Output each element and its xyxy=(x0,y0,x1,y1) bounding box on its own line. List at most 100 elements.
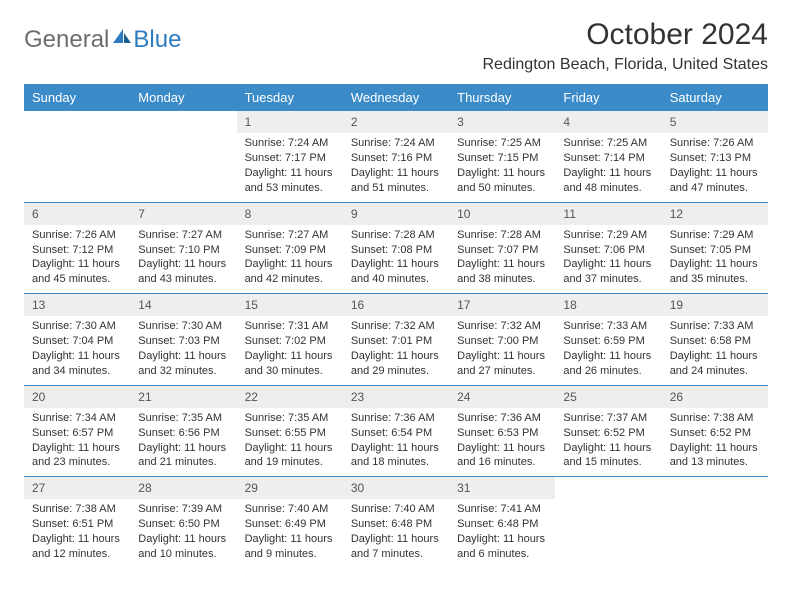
day-cell: 3Sunrise: 7:25 AMSunset: 7:15 PMDaylight… xyxy=(449,111,555,202)
sunset-line: Sunset: 6:59 PM xyxy=(563,334,653,349)
sunrise-line: Sunrise: 7:24 AM xyxy=(351,136,441,151)
sunset-line: Sunset: 6:48 PM xyxy=(351,517,441,532)
sunset-line: Sunset: 7:17 PM xyxy=(245,151,335,166)
sunset-line: Sunset: 7:10 PM xyxy=(138,243,228,258)
day-header: Thursday xyxy=(449,84,555,111)
day-cell: 21Sunrise: 7:35 AMSunset: 6:56 PMDayligh… xyxy=(130,386,236,477)
day-details: Sunrise: 7:25 AMSunset: 7:15 PMDaylight:… xyxy=(449,133,555,201)
sunrise-line: Sunrise: 7:27 AM xyxy=(245,228,335,243)
sunset-line: Sunset: 6:58 PM xyxy=(670,334,760,349)
sunrise-line: Sunrise: 7:38 AM xyxy=(670,411,760,426)
sunrise-line: Sunrise: 7:33 AM xyxy=(670,319,760,334)
week-row: 6Sunrise: 7:26 AMSunset: 7:12 PMDaylight… xyxy=(24,202,768,294)
day-details: Sunrise: 7:29 AMSunset: 7:06 PMDaylight:… xyxy=(555,225,661,293)
day-cell: 6Sunrise: 7:26 AMSunset: 7:12 PMDaylight… xyxy=(24,203,130,294)
day-number: 20 xyxy=(24,386,130,408)
day-details: Sunrise: 7:36 AMSunset: 6:53 PMDaylight:… xyxy=(449,408,555,476)
sunrise-line: Sunrise: 7:37 AM xyxy=(563,411,653,426)
day-cell: 11Sunrise: 7:29 AMSunset: 7:06 PMDayligh… xyxy=(555,203,661,294)
sunrise-line: Sunrise: 7:29 AM xyxy=(563,228,653,243)
day-cell: 26Sunrise: 7:38 AMSunset: 6:52 PMDayligh… xyxy=(662,386,768,477)
month-title: October 2024 xyxy=(483,18,769,52)
day-number: 10 xyxy=(449,203,555,225)
day-number: 1 xyxy=(237,111,343,133)
day-cell: 29Sunrise: 7:40 AMSunset: 6:49 PMDayligh… xyxy=(237,477,343,568)
sunset-line: Sunset: 7:12 PM xyxy=(32,243,122,258)
day-header: Wednesday xyxy=(343,84,449,111)
day-number: 30 xyxy=(343,477,449,499)
sunrise-line: Sunrise: 7:33 AM xyxy=(563,319,653,334)
day-cell: 31Sunrise: 7:41 AMSunset: 6:48 PMDayligh… xyxy=(449,477,555,568)
day-cell: 1Sunrise: 7:24 AMSunset: 7:17 PMDaylight… xyxy=(237,111,343,202)
day-details: Sunrise: 7:33 AMSunset: 6:59 PMDaylight:… xyxy=(555,316,661,384)
day-details: Sunrise: 7:35 AMSunset: 6:55 PMDaylight:… xyxy=(237,408,343,476)
sunrise-line: Sunrise: 7:41 AM xyxy=(457,502,547,517)
sunrise-line: Sunrise: 7:26 AM xyxy=(670,136,760,151)
daylight-line: Daylight: 11 hours and 50 minutes. xyxy=(457,166,547,196)
day-details: Sunrise: 7:38 AMSunset: 6:51 PMDaylight:… xyxy=(24,499,130,567)
sunset-line: Sunset: 7:02 PM xyxy=(245,334,335,349)
sunset-line: Sunset: 7:15 PM xyxy=(457,151,547,166)
day-cell: 20Sunrise: 7:34 AMSunset: 6:57 PMDayligh… xyxy=(24,386,130,477)
sunset-line: Sunset: 7:09 PM xyxy=(245,243,335,258)
day-headers-row: SundayMondayTuesdayWednesdayThursdayFrid… xyxy=(24,84,768,111)
daylight-line: Daylight: 11 hours and 51 minutes. xyxy=(351,166,441,196)
daylight-line: Daylight: 11 hours and 40 minutes. xyxy=(351,257,441,287)
sunrise-line: Sunrise: 7:29 AM xyxy=(670,228,760,243)
day-cell: 23Sunrise: 7:36 AMSunset: 6:54 PMDayligh… xyxy=(343,386,449,477)
day-number: 24 xyxy=(449,386,555,408)
empty-cell xyxy=(24,111,130,202)
brand-logo: General Blue xyxy=(24,18,181,56)
sunrise-line: Sunrise: 7:25 AM xyxy=(563,136,653,151)
daylight-line: Daylight: 11 hours and 23 minutes. xyxy=(32,441,122,471)
day-details: Sunrise: 7:26 AMSunset: 7:13 PMDaylight:… xyxy=(662,133,768,201)
header: General Blue October 2024 Redington Beac… xyxy=(24,18,768,74)
day-number: 6 xyxy=(24,203,130,225)
sunrise-line: Sunrise: 7:30 AM xyxy=(138,319,228,334)
sunrise-line: Sunrise: 7:38 AM xyxy=(32,502,122,517)
daylight-line: Daylight: 11 hours and 32 minutes. xyxy=(138,349,228,379)
sunrise-line: Sunrise: 7:40 AM xyxy=(245,502,335,517)
week-row: 13Sunrise: 7:30 AMSunset: 7:04 PMDayligh… xyxy=(24,293,768,385)
sunrise-line: Sunrise: 7:40 AM xyxy=(351,502,441,517)
day-cell: 15Sunrise: 7:31 AMSunset: 7:02 PMDayligh… xyxy=(237,294,343,385)
location-text: Redington Beach, Florida, United States xyxy=(483,56,769,74)
sunrise-line: Sunrise: 7:31 AM xyxy=(245,319,335,334)
day-number: 28 xyxy=(130,477,236,499)
day-number: 2 xyxy=(343,111,449,133)
daylight-line: Daylight: 11 hours and 15 minutes. xyxy=(563,441,653,471)
day-number: 17 xyxy=(449,294,555,316)
sunset-line: Sunset: 7:16 PM xyxy=(351,151,441,166)
day-cell: 18Sunrise: 7:33 AMSunset: 6:59 PMDayligh… xyxy=(555,294,661,385)
sunset-line: Sunset: 7:07 PM xyxy=(457,243,547,258)
day-details: Sunrise: 7:39 AMSunset: 6:50 PMDaylight:… xyxy=(130,499,236,567)
daylight-line: Daylight: 11 hours and 16 minutes. xyxy=(457,441,547,471)
sunset-line: Sunset: 7:03 PM xyxy=(138,334,228,349)
day-details: Sunrise: 7:32 AMSunset: 7:00 PMDaylight:… xyxy=(449,316,555,384)
day-cell: 9Sunrise: 7:28 AMSunset: 7:08 PMDaylight… xyxy=(343,203,449,294)
week-row: 20Sunrise: 7:34 AMSunset: 6:57 PMDayligh… xyxy=(24,385,768,477)
day-details: Sunrise: 7:35 AMSunset: 6:56 PMDaylight:… xyxy=(130,408,236,476)
day-cell: 5Sunrise: 7:26 AMSunset: 7:13 PMDaylight… xyxy=(662,111,768,202)
daylight-line: Daylight: 11 hours and 47 minutes. xyxy=(670,166,760,196)
day-number: 23 xyxy=(343,386,449,408)
day-header: Saturday xyxy=(662,84,768,111)
daylight-line: Daylight: 11 hours and 29 minutes. xyxy=(351,349,441,379)
day-cell: 25Sunrise: 7:37 AMSunset: 6:52 PMDayligh… xyxy=(555,386,661,477)
sunrise-line: Sunrise: 7:28 AM xyxy=(351,228,441,243)
sunrise-line: Sunrise: 7:25 AM xyxy=(457,136,547,151)
day-number: 16 xyxy=(343,294,449,316)
daylight-line: Daylight: 11 hours and 6 minutes. xyxy=(457,532,547,562)
daylight-line: Daylight: 11 hours and 35 minutes. xyxy=(670,257,760,287)
day-cell: 27Sunrise: 7:38 AMSunset: 6:51 PMDayligh… xyxy=(24,477,130,568)
sunset-line: Sunset: 7:06 PM xyxy=(563,243,653,258)
day-details: Sunrise: 7:40 AMSunset: 6:49 PMDaylight:… xyxy=(237,499,343,567)
day-details: Sunrise: 7:31 AMSunset: 7:02 PMDaylight:… xyxy=(237,316,343,384)
sunset-line: Sunset: 6:54 PM xyxy=(351,426,441,441)
week-row: 1 Sunrise: 7:24 AM Sunset: 7:17 PM Daylight… xyxy=(24,111,768,202)
day-number: 25 xyxy=(555,386,661,408)
day-number: 18 xyxy=(555,294,661,316)
empty-cell xyxy=(555,477,661,568)
day-cell: 19Sunrise: 7:33 AMSunset: 6:58 PMDayligh… xyxy=(662,294,768,385)
sunset-line: Sunset: 6:49 PM xyxy=(245,517,335,532)
